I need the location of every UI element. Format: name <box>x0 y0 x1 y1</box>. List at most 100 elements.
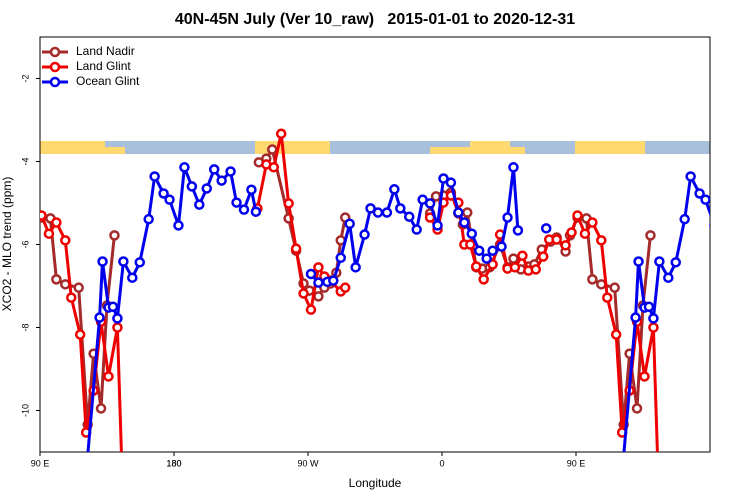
legend-marker <box>49 76 61 88</box>
point <box>359 229 370 240</box>
point <box>313 291 324 302</box>
point <box>502 212 513 223</box>
plot-frame <box>39 36 711 453</box>
legend-label: Land Glint <box>76 59 131 73</box>
point <box>158 188 169 199</box>
point <box>602 292 613 303</box>
map-strip <box>40 141 710 154</box>
point <box>654 256 665 267</box>
point <box>173 220 184 231</box>
point <box>118 256 129 267</box>
plot-area <box>40 128 710 477</box>
point <box>51 217 62 228</box>
point <box>231 197 242 208</box>
point <box>112 322 123 333</box>
point <box>643 301 655 312</box>
point <box>395 203 406 214</box>
point <box>639 371 650 382</box>
point <box>350 262 361 273</box>
point <box>645 230 656 241</box>
point <box>305 268 317 280</box>
point <box>679 213 690 225</box>
x-tick-label: 90 E <box>567 458 586 468</box>
point <box>51 274 62 285</box>
point <box>610 329 622 340</box>
point <box>609 282 620 293</box>
point <box>40 210 47 221</box>
point <box>43 228 55 239</box>
x-axis-label: Longitude <box>349 476 402 490</box>
point <box>648 322 659 333</box>
legend-label: Ocean Glint <box>76 74 140 88</box>
point <box>134 257 146 268</box>
point <box>466 228 478 239</box>
point <box>283 198 294 209</box>
point <box>663 272 674 283</box>
point <box>149 171 160 182</box>
point <box>566 227 577 238</box>
x-tick-label: 90 E <box>31 458 50 468</box>
point <box>530 264 542 275</box>
point <box>127 272 138 283</box>
point <box>216 175 227 186</box>
y-axis-label: XCO2 - MLO trend (ppm) <box>0 177 14 312</box>
point <box>313 262 324 273</box>
x-tick-label: 180 <box>166 458 181 468</box>
point <box>201 183 213 194</box>
y-tick-label: -4 <box>20 157 30 165</box>
point <box>74 329 86 340</box>
point <box>648 313 659 324</box>
point <box>275 128 287 139</box>
point <box>344 218 355 229</box>
point <box>579 228 591 239</box>
point <box>60 235 71 246</box>
point <box>709 222 710 229</box>
point <box>508 253 519 264</box>
point <box>143 213 154 225</box>
point <box>487 245 498 256</box>
point <box>164 194 175 205</box>
series-line <box>40 132 659 452</box>
point <box>618 469 626 477</box>
point <box>250 206 262 217</box>
point <box>290 243 302 254</box>
point <box>103 371 114 382</box>
legend-label: Land Nadir <box>76 44 135 58</box>
point <box>596 235 607 246</box>
point <box>685 171 696 182</box>
point <box>694 188 705 199</box>
point <box>517 250 528 261</box>
point <box>424 198 436 209</box>
point <box>381 207 393 218</box>
point <box>339 282 351 293</box>
point <box>470 261 482 272</box>
point <box>238 204 250 215</box>
point <box>473 245 485 256</box>
point <box>179 162 190 173</box>
point <box>508 162 519 173</box>
y-tick-label: -10 <box>20 404 30 417</box>
point <box>389 184 400 195</box>
point <box>365 203 376 214</box>
x-tick-label: 90 W <box>297 458 319 468</box>
point <box>633 256 644 267</box>
point <box>82 469 90 477</box>
legend-marker <box>49 46 61 58</box>
point <box>551 234 562 245</box>
point <box>459 217 470 228</box>
point <box>208 164 220 175</box>
point <box>537 251 549 262</box>
point <box>438 173 449 184</box>
point <box>432 220 443 231</box>
point <box>560 240 571 251</box>
point <box>268 162 280 173</box>
point <box>630 312 641 323</box>
point <box>509 262 521 273</box>
point <box>313 277 324 288</box>
point <box>453 207 464 218</box>
point <box>445 177 457 188</box>
chart-title: 40N-45N July (Ver 10_raw) 2015-01-01 to … <box>175 11 575 28</box>
point <box>107 301 119 312</box>
